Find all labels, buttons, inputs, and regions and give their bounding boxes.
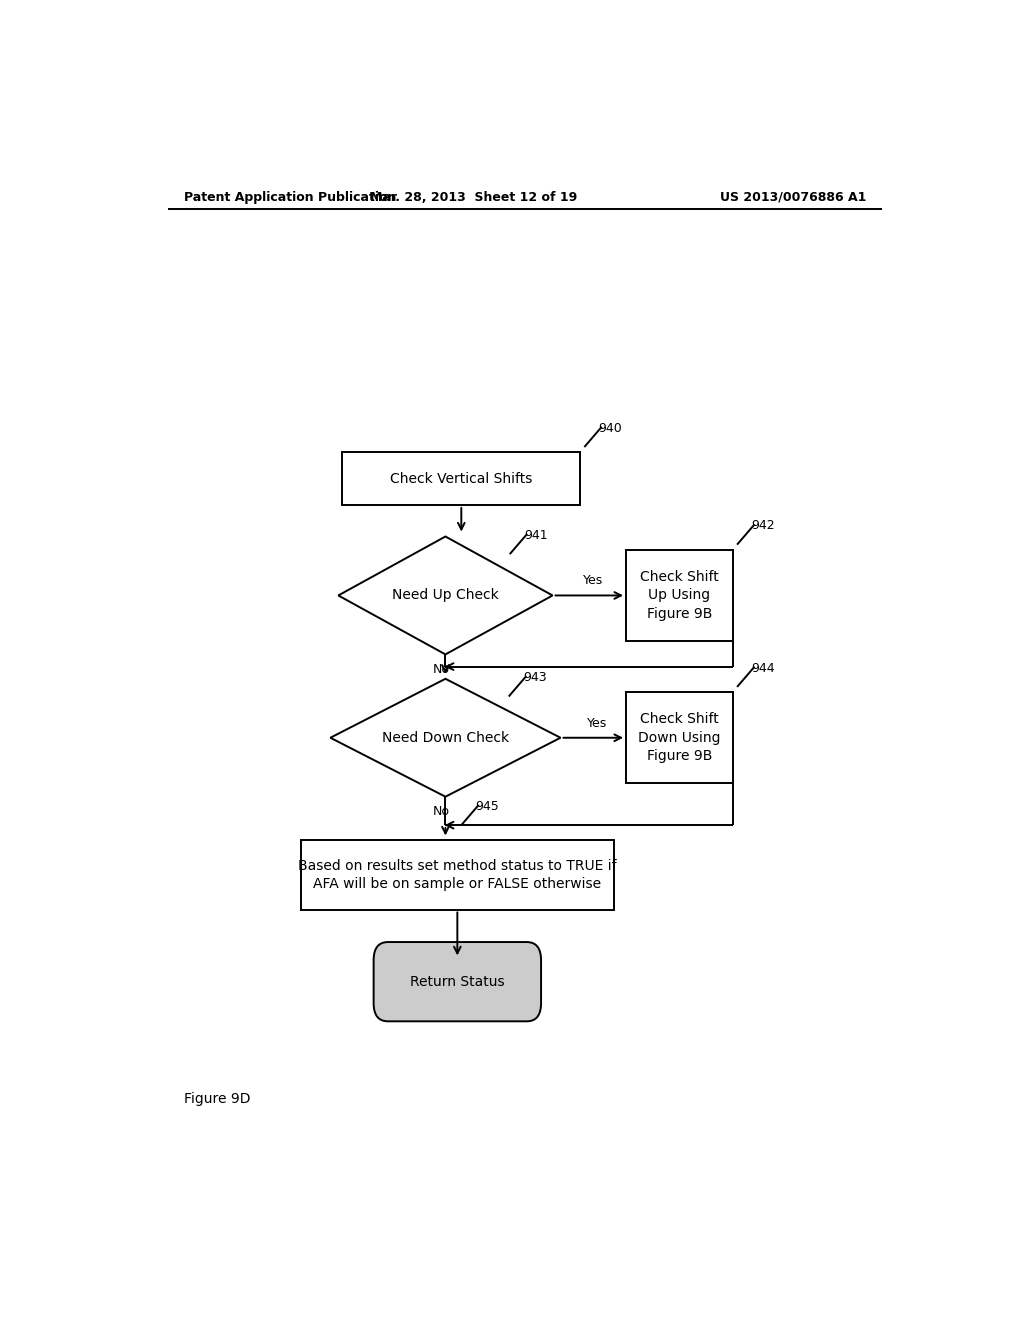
Text: 943: 943 <box>523 672 547 684</box>
Text: Based on results set method status to TRUE if
AFA will be on sample or FALSE oth: Based on results set method status to TR… <box>298 859 616 891</box>
Text: Figure 9D: Figure 9D <box>183 1092 250 1106</box>
Text: 944: 944 <box>752 661 775 675</box>
Polygon shape <box>338 536 553 655</box>
Text: Check Shift
Up Using
Figure 9B: Check Shift Up Using Figure 9B <box>640 570 719 620</box>
FancyBboxPatch shape <box>342 453 581 506</box>
Text: Patent Application Publication: Patent Application Publication <box>183 190 396 203</box>
Text: Yes: Yes <box>583 574 603 587</box>
Text: Yes: Yes <box>587 717 607 730</box>
Text: No: No <box>433 663 450 676</box>
Text: 941: 941 <box>524 529 548 543</box>
FancyBboxPatch shape <box>626 692 733 784</box>
Text: 945: 945 <box>475 800 500 813</box>
Text: Mar. 28, 2013  Sheet 12 of 19: Mar. 28, 2013 Sheet 12 of 19 <box>370 190 577 203</box>
FancyBboxPatch shape <box>374 942 541 1022</box>
Text: No: No <box>433 805 450 818</box>
Text: Need Up Check: Need Up Check <box>392 589 499 602</box>
FancyBboxPatch shape <box>626 549 733 642</box>
Text: Need Down Check: Need Down Check <box>382 731 509 744</box>
FancyBboxPatch shape <box>301 841 614 909</box>
Text: US 2013/0076886 A1: US 2013/0076886 A1 <box>720 190 866 203</box>
Polygon shape <box>331 678 560 797</box>
Text: Check Vertical Shifts: Check Vertical Shifts <box>390 471 532 486</box>
Text: Check Shift
Down Using
Figure 9B: Check Shift Down Using Figure 9B <box>638 713 721 763</box>
Text: 942: 942 <box>752 520 775 532</box>
Text: 940: 940 <box>599 422 623 434</box>
Text: Return Status: Return Status <box>410 974 505 989</box>
